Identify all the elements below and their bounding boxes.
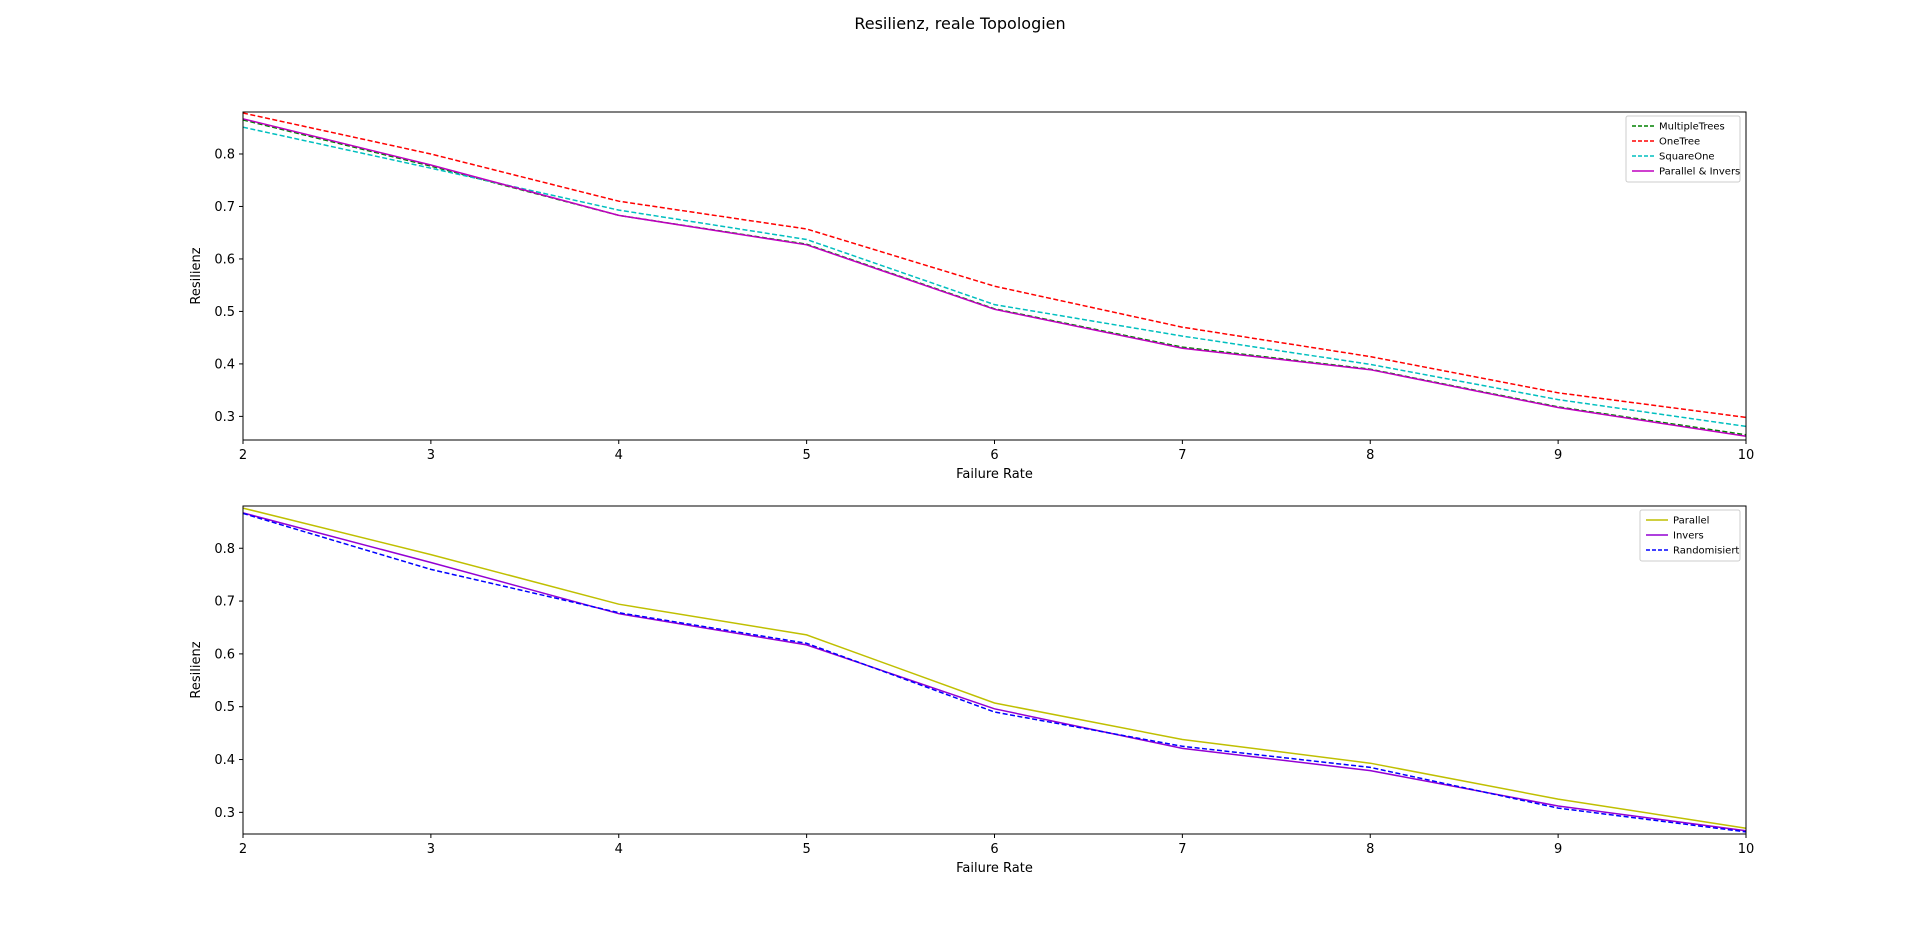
x-tick-label: 10 xyxy=(1738,448,1755,463)
legend-label: Invers xyxy=(1673,531,1704,542)
y-tick-label: 0.4 xyxy=(214,753,235,768)
series-line-randomisiert xyxy=(242,512,1747,833)
y-tick-label: 0.7 xyxy=(214,200,235,215)
series-line-invers xyxy=(242,512,1747,832)
x-tick-label: 4 xyxy=(615,842,623,857)
x-tick-label: 6 xyxy=(990,842,998,857)
y-tick-label: 0.7 xyxy=(214,595,235,610)
series-line-parallel xyxy=(242,507,1747,829)
x-tick-label: 10 xyxy=(1738,842,1755,857)
legend-box xyxy=(1625,115,1741,183)
subplot-2: 2 3 4 5 6 7 8 9 10 0.3 0.4 0.5 0.6 0.7 0.8 Failure Rate… xyxy=(189,505,1755,876)
x-tick-label: 8 xyxy=(1366,842,1374,857)
legend: MultipleTrees OneTree SquareOne Parallel & … xyxy=(1625,115,1741,183)
x-tick-label: 7 xyxy=(1178,842,1186,857)
legend-label: SquareOne xyxy=(1659,152,1715,163)
y-axis-label: Resilienz xyxy=(189,641,204,698)
x-tick-label: 5 xyxy=(802,448,810,463)
series-line-multipletrees xyxy=(242,119,1747,436)
legend-box xyxy=(1639,509,1741,562)
x-tick-label: 3 xyxy=(427,842,435,857)
axes-frame xyxy=(242,505,1747,835)
x-tick-label: 6 xyxy=(990,448,998,463)
x-tick-label: 8 xyxy=(1366,448,1374,463)
x-tick-label: 4 xyxy=(615,448,623,463)
series-line-onetree xyxy=(242,112,1747,419)
x-tick-label: 7 xyxy=(1178,448,1186,463)
y-tick-label: 0.6 xyxy=(214,647,235,662)
legend-label: Parallel & Invers xyxy=(1659,167,1740,178)
y-tick-label: 0.5 xyxy=(214,305,235,320)
legend: Parallel Invers Randomisiert xyxy=(1639,509,1741,562)
y-axis-label: Resilienz xyxy=(189,247,204,304)
y-tick-label: 0.5 xyxy=(214,700,235,715)
axes-frame xyxy=(242,111,1747,441)
figure-title: Resilienz, reale Topologien xyxy=(854,14,1066,33)
y-tick-label: 0.8 xyxy=(214,147,235,162)
x-axis-label: Failure Rate xyxy=(956,467,1033,482)
legend-label: Randomisiert xyxy=(1673,546,1739,557)
y-tick-label: 0.3 xyxy=(214,410,235,425)
subplot-1: 2 3 4 5 6 7 8 9 10 0.3 0.4 0.5 0.6 0.7 0.8 Failure Rate… xyxy=(189,111,1755,482)
x-tick-label: 9 xyxy=(1554,842,1562,857)
x-tick-label: 2 xyxy=(239,842,247,857)
y-tick-label: 0.4 xyxy=(214,357,235,372)
x-tick-label: 5 xyxy=(802,842,810,857)
x-tick-label: 3 xyxy=(427,448,435,463)
series-line-parallel-invers xyxy=(242,118,1747,438)
y-tick-label: 0.8 xyxy=(214,542,235,557)
y-tick-label: 0.6 xyxy=(214,252,235,267)
legend-label: MultipleTrees xyxy=(1659,122,1725,133)
legend-label: Parallel xyxy=(1673,516,1709,527)
y-tick-label: 0.3 xyxy=(214,806,235,821)
x-tick-label: 2 xyxy=(239,448,247,463)
x-tick-label: 9 xyxy=(1554,448,1562,463)
x-axis-label: Failure Rate xyxy=(956,861,1033,876)
series-line-squareone xyxy=(242,126,1747,428)
legend-label: OneTree xyxy=(1659,137,1700,148)
